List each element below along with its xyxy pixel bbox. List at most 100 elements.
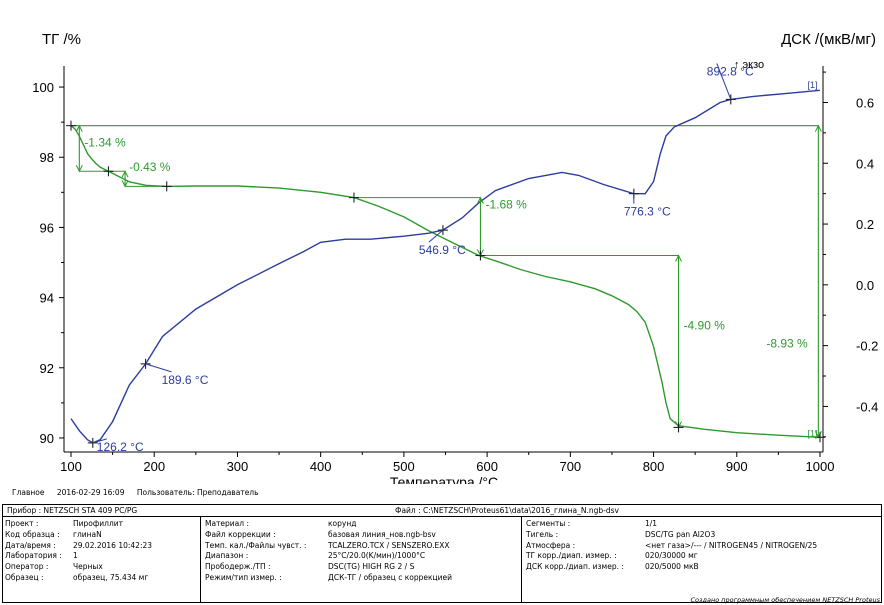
x-tick-label: 600: [476, 459, 498, 474]
footer-top-line: Главное 2016-02-29 16:09 Пользователь: П…: [12, 488, 269, 497]
peak-leader: [428, 229, 444, 243]
footer-field: ДСК-ТГ / образец с коррекцией: [328, 572, 452, 582]
x-tick-label: 800: [643, 459, 665, 474]
peak-annotations: 126.2 °C 189.6 °C 546.9 °C 776.3 °C 892.8 °C…: [87, 63, 818, 454]
report-datetime: 2016-02-29 16:09: [56, 488, 125, 497]
footer-field: TCALZERO.TCX / SENSZERO.EXX: [328, 540, 450, 550]
exo-indicator: ↑ экзо: [734, 59, 764, 71]
y-right-tick-label: -0.2: [856, 339, 878, 354]
mass-step-arrowhead: [814, 124, 822, 132]
peak-leader: [92, 438, 107, 444]
footer-field: образец, 75.434 мг: [73, 572, 149, 582]
footer-field: Материал :: [205, 519, 249, 528]
y-left-tick-label: 92: [40, 361, 54, 376]
x-tick-label: 900: [726, 459, 748, 474]
footer-field: 1/1: [645, 519, 658, 528]
mass-step-label: -1.68 %: [485, 198, 527, 212]
y-right-title: ДСК /(мкВ/мг): [781, 31, 876, 48]
mass-step-annotations: -1.34 %-0.43 % -1.68 % -4.90 % -8.93 %: [66, 120, 825, 443]
footer-field: Режим/тип измер. :: [205, 572, 282, 582]
peak-leader: [145, 363, 172, 373]
footer-field: Оператор :: [5, 562, 49, 572]
y-left-title: ТГ /%: [42, 31, 81, 48]
y-left-tick-label: 94: [40, 291, 54, 306]
footer-field: Пирофиллит: [73, 519, 123, 528]
y-right-tick-label: 0.0: [856, 278, 874, 293]
mass-step-label: -1.34 %: [84, 135, 126, 149]
footer-field: Прободерж./ТП :: [205, 562, 271, 572]
x-tick-label: 700: [559, 459, 581, 474]
footer-field: Атмосфера :: [526, 540, 576, 550]
project-keys: Проект : Код образца : Дата/время : Лаборат…: [5, 519, 62, 584]
y-left-tick-label: 96: [40, 220, 54, 235]
footer-field: ТГ корр./диап. измер. :: [526, 551, 617, 561]
thermal-analysis-chart: -1.34 %-0.43 % -1.68 % -4.90 % -8.93 % 126.…: [0, 0, 884, 484]
footer-field: <нет газа>/--- / NITROGEN45 / NITROGEN/2…: [645, 540, 818, 550]
x-tick-label: 500: [393, 459, 415, 474]
x-tick-label: 400: [310, 459, 332, 474]
x-axis-title: Температура /°C: [390, 474, 498, 484]
peak-label: 189.6 °C: [162, 373, 209, 387]
footer-field: базовая линия_нов.ngb-bsv: [328, 529, 436, 539]
footer-field: глинаN: [73, 529, 102, 539]
footer-field: Черных: [73, 562, 103, 572]
footer-field: Сегменты :: [526, 519, 571, 528]
material-values: корунд базовая линия_нов.ngb-bsv TCALZERO.…: [328, 519, 452, 584]
mass-step-label: -0.43 %: [129, 160, 171, 174]
peak-leader: [716, 63, 732, 100]
dsc-curve: [70, 89, 821, 444]
footer-field: Тигель :: [526, 529, 559, 539]
footer-field: Темп. кал./Файлы чувст. :: [205, 540, 307, 550]
segment-keys: Сегменты : Тигель : Атмосфера : ТГ корр./ди…: [526, 519, 624, 573]
y-left-tick-label: 100: [32, 80, 54, 95]
segment-values: 1/1 DSC/TG pan Al2O3 <нет газа>/--- / NITR…: [645, 519, 817, 573]
project-values: Пирофиллит глинаN 29.02.2016 10:42:23 1 Черн…: [73, 519, 152, 584]
column-divider: [200, 517, 201, 602]
column-divider: [521, 517, 522, 602]
footer-field: ДСК корр./диап. измер. :: [526, 562, 624, 572]
peak-label: 126.2 °C: [97, 440, 144, 454]
report-footer: Главное 2016-02-29 16:09 Пользователь: П…: [0, 484, 884, 605]
axes-group: 100 200 300 400 500 600 700 800 900 1000 90 92 94 96 9…: [32, 71, 878, 474]
footer-field: 020/30000 мг: [645, 551, 698, 561]
y-left-tick-label: 90: [40, 431, 54, 446]
footer-field: Лаборатория :: [5, 551, 62, 561]
footer-field: 020/5000 мкВ: [645, 562, 699, 572]
peak-label: 892.8 °C: [707, 64, 754, 78]
software-credit: Создано программным обеспечением NETZSCH…: [690, 596, 881, 604]
main-label: Главное: [12, 488, 45, 497]
plot-frame: [63, 66, 824, 453]
instrument-label: Прибор : NETZSCH STA 409 PC/PG: [7, 506, 138, 515]
peak-label: 776.3 °C: [624, 205, 671, 219]
curve-marker: [1]: [808, 429, 818, 439]
footer-field: Код образца :: [5, 529, 60, 539]
footer-field: DSC/TG pan Al2O3: [645, 529, 716, 539]
mass-step-label: -8.93 %: [766, 336, 808, 350]
x-tick-label: 300: [227, 459, 249, 474]
footer-field: Файл коррекции :: [205, 529, 276, 539]
footer-field: 1: [73, 551, 78, 561]
footer-info-grid: Проект : Код образца : Дата/время : Лаборат…: [2, 517, 882, 603]
file-path-label: Файл : C:\NETZSCH\Proteus61\data\2016_гл…: [395, 506, 619, 515]
y-left-tick-label: 98: [40, 150, 54, 165]
chart-background: [0, 0, 884, 484]
mass-step-arrowhead: [75, 124, 83, 132]
tg-curve: [70, 125, 821, 438]
user-label: Пользователь: Преподаватель: [136, 488, 259, 497]
curve-marker: [1]: [808, 80, 818, 90]
y-right-tick-label: 0.4: [856, 156, 874, 171]
footer-field: Диапазон :: [205, 551, 249, 561]
footer-field: 29.02.2016 10:42:23: [73, 540, 153, 550]
footer-field: 25°C/20.0(K/мин)/1000°C: [328, 551, 426, 561]
y-right-tick-label: -0.4: [856, 399, 878, 414]
y-right-tick-label: 0.6: [856, 95, 874, 110]
mass-step-label: -4.90 %: [684, 318, 726, 332]
peak-label: 546.9 °C: [419, 243, 466, 257]
footer-field: Дата/время :: [5, 540, 56, 550]
x-tick-label: 200: [143, 459, 165, 474]
y-right-tick-label: 0.2: [856, 217, 874, 232]
x-tick-label: 100: [60, 459, 82, 474]
footer-header-row: Прибор : NETZSCH STA 409 PC/PG Файл : C:…: [2, 504, 882, 517]
footer-field: DSC(TG) HIGH RG 2 / S: [328, 562, 415, 572]
footer-field: Образец :: [5, 572, 44, 582]
